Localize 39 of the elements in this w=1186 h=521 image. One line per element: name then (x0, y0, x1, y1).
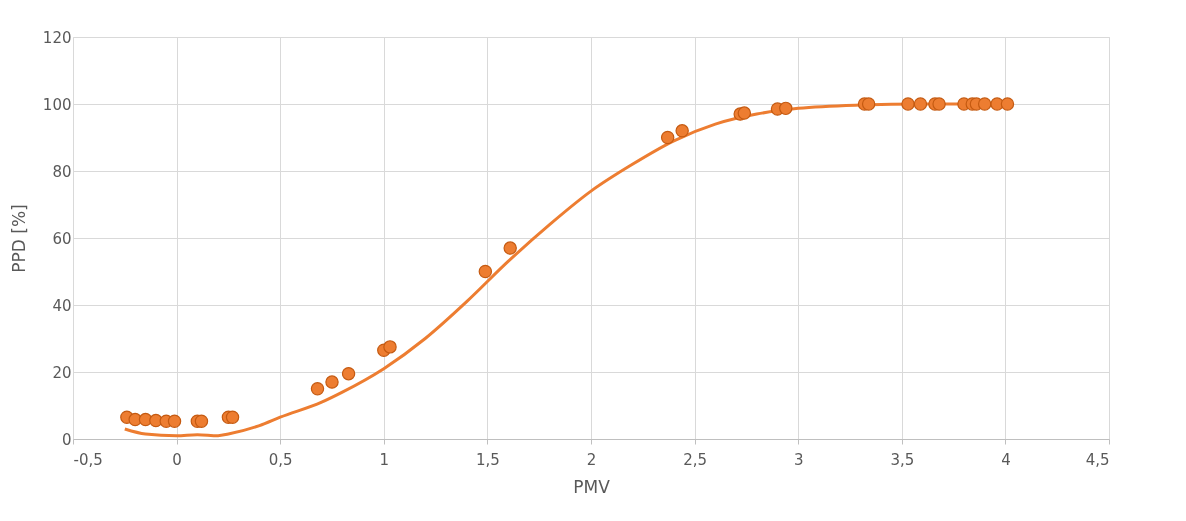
x-tick-label: 4 (1001, 450, 1011, 469)
point (167, 414, 182, 428)
y-tick-label: 100 (42, 95, 72, 114)
x-tick-label: 0,5 (268, 450, 293, 469)
point (861, 97, 876, 111)
y-tick-label: 20 (52, 363, 72, 382)
point (503, 241, 517, 255)
x-tick-label: 3 (793, 450, 804, 469)
x-tick-label: 1,5 (475, 450, 500, 469)
x-tick-label: 0 (172, 450, 182, 469)
x-tick-label: 4,5 (1085, 450, 1110, 469)
point (977, 97, 992, 111)
point (932, 97, 946, 111)
point (1000, 97, 1015, 111)
point (341, 366, 356, 381)
x-tick-label: 1 (379, 450, 390, 469)
point (901, 97, 915, 111)
point (675, 124, 689, 138)
point (660, 130, 675, 145)
y-tick-label: 80 (52, 162, 72, 181)
point (194, 414, 209, 428)
point (310, 382, 325, 396)
y-tick-label: 60 (52, 229, 72, 248)
x-tick-label: 3,5 (890, 450, 915, 469)
point (478, 264, 493, 279)
point (225, 410, 240, 424)
x-tick-label: 2 (586, 450, 597, 469)
x-tick-label: 2,5 (683, 450, 708, 469)
y-axis-title: PPD [%] (8, 204, 29, 273)
y-tick-label: 0 (61, 430, 72, 449)
point (737, 106, 752, 120)
point (779, 101, 793, 116)
y-tick-label: 120 (42, 28, 72, 47)
point (913, 97, 928, 111)
y-tick-label: 40 (52, 296, 72, 315)
point (325, 375, 339, 389)
x-tick-label: -0,5 (73, 450, 103, 469)
x-axis-title: PMV (573, 476, 611, 497)
point (383, 340, 397, 354)
